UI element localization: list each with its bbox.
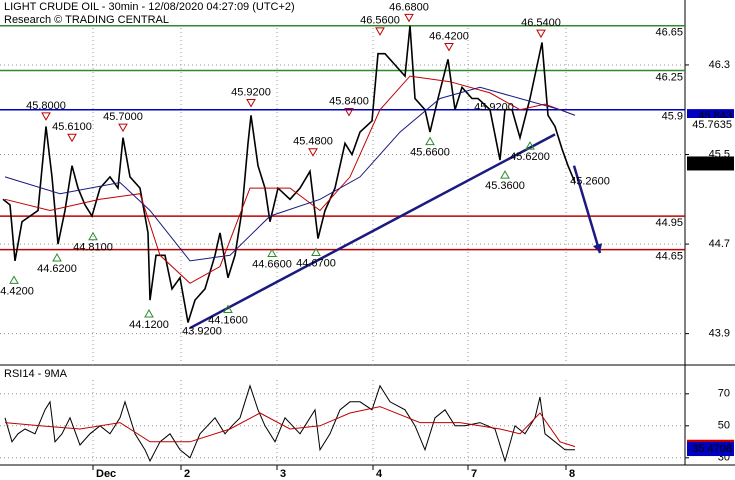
resistance-marker [444,43,454,52]
marker-label: 45.8000 [26,100,66,112]
price-badge-label: 45.42 [704,157,732,169]
support-marker [425,136,435,146]
panel-title: RSI14 - 9MA [4,368,68,380]
marker-label: 45.9200 [231,86,271,98]
price-badge [687,442,734,457]
resistance-marker [246,98,256,108]
marker-label: 46.6800 [389,1,429,13]
support-marker [52,253,62,262]
level-label: 44.95 [655,217,683,229]
marker-label: 44.4200 [0,285,34,297]
price-label: 45.2600 [570,175,610,187]
series-line [4,384,575,463]
marker-label: 44.6200 [37,263,77,275]
price-label: 45.9200 [474,101,514,113]
marker-label: 44.1600 [208,314,248,326]
series-line [2,25,576,323]
resistance-marker [344,107,354,117]
x-tick-label: 3 [280,468,286,480]
series-line [4,86,576,262]
level-label: 46.65 [655,27,683,39]
support-marker [88,231,98,241]
resistance-marker [308,148,318,157]
x-tick-label: 7 [471,468,477,480]
support-marker [223,304,233,314]
x-tick-label: 4 [376,468,383,480]
price-label: 43.9200 [182,325,222,337]
marker-label: 45.3600 [485,180,525,192]
y-tick-label: 44.7 [709,238,730,250]
price-badge-label: 45.7635 [692,119,732,131]
marker-label: 45.8400 [329,95,369,107]
support-marker [144,309,154,318]
marker-label: 45.7000 [103,111,143,123]
y-tick-label: 46.3 [709,59,730,71]
chart-title: LIGHT CRUDE OIL - 30min - 12/08/2020 04:… [4,1,295,13]
marker-label: 45.4800 [293,136,333,148]
marker-label: 45.6100 [52,121,92,133]
support-marker [267,248,277,258]
x-tick-label: 8 [569,468,575,480]
level-label: 44.65 [655,251,683,263]
trend-line [189,133,556,330]
support-marker [525,141,535,150]
marker-label: 44.1200 [129,319,169,331]
level-label: 46.25 [655,71,683,83]
marker-label: 46.5600 [360,15,400,27]
marker-label: 46.5400 [521,17,561,29]
price-badge-label: 35.4708 [692,443,732,455]
resistance-marker [404,13,414,23]
arrow-line [572,165,602,254]
y-tick-label: 70 [718,388,730,400]
support-marker [9,275,19,284]
price-badge [687,118,734,133]
resistance-marker [67,133,77,143]
series-line [4,406,576,448]
price-badge [687,156,734,171]
support-marker [500,170,510,179]
x-tick-label: 2 [184,468,190,480]
marker-label: 44.6600 [252,258,292,270]
resistance-marker [41,112,51,121]
level-label: 45.9 [662,111,683,123]
marker-label: 44.6700 [296,257,336,269]
resistance-marker [375,27,385,36]
marker-label: 44.8100 [73,242,113,254]
y-tick-label: 50 [718,420,730,432]
y-tick-label: 43.9 [709,328,730,340]
resistance-marker [118,123,128,133]
support-marker [311,247,321,256]
marker-label: 45.6200 [510,151,550,163]
arrow-head [592,243,603,254]
resistance-marker [536,29,546,39]
chart-subtitle: Research © TRADING CENTRAL [4,14,169,26]
x-tick-label: Dec [96,468,116,480]
marker-label: 46.4200 [429,30,469,42]
marker-label: 45.6600 [410,147,450,159]
